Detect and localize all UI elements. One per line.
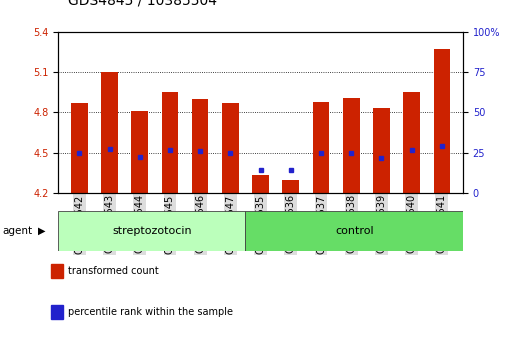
Bar (312, 102, 329, 193)
Bar (131, 111, 148, 193)
Text: percentile rank within the sample: percentile rank within the sample (68, 307, 233, 317)
Bar (71, 103, 87, 193)
Text: agent: agent (3, 226, 33, 236)
Bar (372, 108, 389, 193)
Bar (161, 92, 178, 193)
Bar (433, 49, 449, 193)
Bar (222, 103, 238, 193)
Text: control: control (334, 226, 373, 236)
FancyBboxPatch shape (58, 211, 245, 251)
Text: GDS4845 / 10385504: GDS4845 / 10385504 (68, 0, 217, 7)
Bar (342, 98, 359, 193)
Bar (252, 176, 268, 193)
FancyBboxPatch shape (245, 211, 462, 251)
Bar (282, 179, 298, 193)
Bar (101, 72, 118, 193)
Bar (191, 99, 208, 193)
Text: ▶: ▶ (38, 226, 45, 236)
Text: transformed count: transformed count (68, 266, 159, 276)
Bar (402, 92, 419, 193)
Text: streptozotocin: streptozotocin (112, 226, 191, 236)
